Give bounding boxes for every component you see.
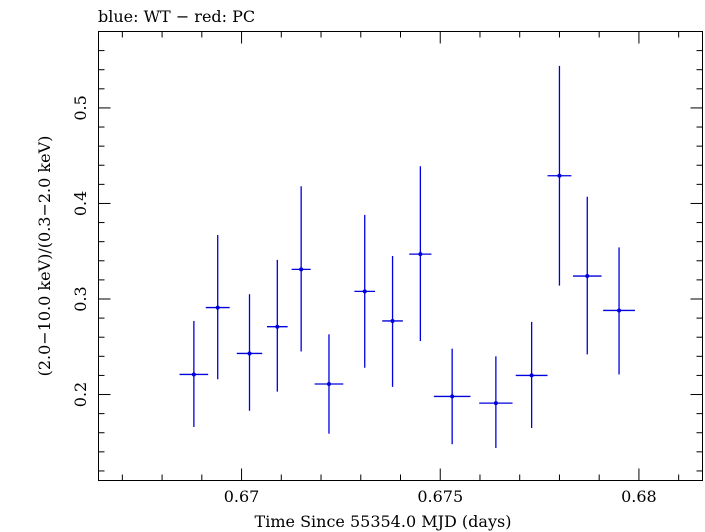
x-axis-label: Time Since 55354.0 MJD (days)	[255, 512, 512, 531]
point-marker	[617, 308, 622, 313]
data-point	[291, 186, 311, 352]
x-tick-label: 0.67	[224, 487, 260, 506]
data-point	[314, 334, 344, 434]
data-point	[179, 320, 209, 428]
point-marker	[247, 351, 252, 356]
y-tick-label: 0.5	[71, 95, 90, 120]
data-points	[179, 65, 635, 449]
x-tick-label: 0.675	[417, 487, 463, 506]
axis-ticks: 0.67 0.675 0.68 0.2 0.3 0.4 0.5	[71, 31, 703, 506]
point-marker	[390, 318, 395, 323]
point-marker	[326, 382, 331, 387]
point-marker	[362, 289, 367, 294]
point-marker	[418, 252, 423, 257]
point-marker	[215, 305, 220, 310]
chart-title: blue: WT − red: PC	[98, 7, 255, 26]
data-point	[572, 196, 602, 355]
point-marker	[493, 401, 498, 406]
data-point	[603, 247, 635, 375]
data-point	[409, 166, 432, 342]
data-point	[266, 259, 288, 392]
data-point	[479, 356, 513, 449]
data-point	[515, 321, 548, 428]
data-point	[354, 214, 376, 368]
data-point	[433, 348, 471, 445]
data-point	[547, 65, 572, 286]
data-point	[236, 294, 263, 411]
data-point	[382, 256, 403, 387]
y-tick-label: 0.3	[71, 286, 90, 311]
point-marker	[191, 372, 196, 377]
x-tick-label: 0.68	[621, 487, 657, 506]
point-marker	[529, 373, 534, 378]
plot-frame	[98, 31, 703, 481]
point-marker	[299, 267, 304, 272]
point-marker	[557, 173, 562, 178]
point-marker	[450, 394, 455, 399]
data-point	[205, 234, 230, 380]
point-marker	[275, 324, 280, 329]
y-tick-label: 0.2	[71, 382, 90, 407]
y-tick-label: 0.4	[71, 191, 90, 216]
point-marker	[585, 274, 590, 279]
y-axis-label: (2.0−10.0 keV)/(0.3−2.0 keV)	[35, 136, 54, 377]
